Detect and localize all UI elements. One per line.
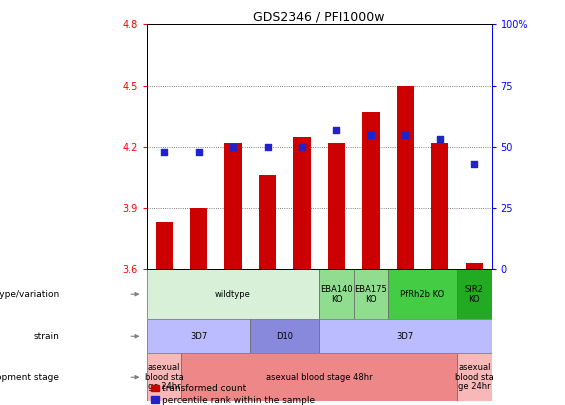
Bar (362, 112, 380, 269)
Text: wildtype: wildtype (215, 290, 251, 298)
Text: asexual
blood sta
ge 24hr: asexual blood sta ge 24hr (145, 363, 184, 391)
Point (332, 126, 341, 133)
Bar (388, 269, 457, 319)
Text: SIR2
KO: SIR2 KO (465, 285, 484, 303)
Bar (155, 222, 173, 269)
Bar (250, 319, 319, 354)
Text: asexual
blood sta
ge 24hr: asexual blood sta ge 24hr (455, 363, 494, 391)
Text: asexual blood stage 48hr: asexual blood stage 48hr (266, 373, 372, 382)
Bar (319, 269, 354, 319)
Text: development stage: development stage (0, 373, 59, 382)
Bar (328, 143, 345, 269)
Text: strain: strain (33, 332, 59, 341)
Point (263, 143, 272, 150)
Point (228, 143, 237, 150)
Point (297, 143, 306, 150)
Bar (466, 263, 483, 269)
Text: EBA175
KO: EBA175 KO (355, 285, 387, 303)
Bar (397, 85, 414, 269)
Bar (147, 319, 250, 354)
Text: 3D7: 3D7 (190, 332, 207, 341)
Text: genotype/variation: genotype/variation (0, 290, 59, 298)
Text: PfRh2b KO: PfRh2b KO (401, 290, 445, 298)
Point (159, 149, 168, 155)
Title: GDS2346 / PFI1000w: GDS2346 / PFI1000w (254, 10, 385, 23)
Bar (190, 208, 207, 269)
Point (366, 131, 375, 138)
Bar (457, 269, 492, 319)
Point (401, 131, 410, 138)
Text: EBA140
KO: EBA140 KO (320, 285, 353, 303)
Point (194, 149, 203, 155)
Bar (354, 269, 388, 319)
Text: 3D7: 3D7 (397, 332, 414, 341)
Bar (224, 143, 242, 269)
Bar (147, 354, 181, 401)
Text: D10: D10 (276, 332, 293, 341)
Legend: transformed count, percentile rank within the sample: transformed count, percentile rank withi… (151, 384, 315, 405)
Bar (147, 269, 319, 319)
Bar (259, 175, 276, 269)
Bar (319, 319, 492, 354)
Point (435, 136, 444, 143)
Bar (457, 354, 492, 401)
Bar (293, 136, 311, 269)
Point (470, 161, 479, 167)
Bar (431, 143, 449, 269)
Bar (181, 354, 457, 401)
